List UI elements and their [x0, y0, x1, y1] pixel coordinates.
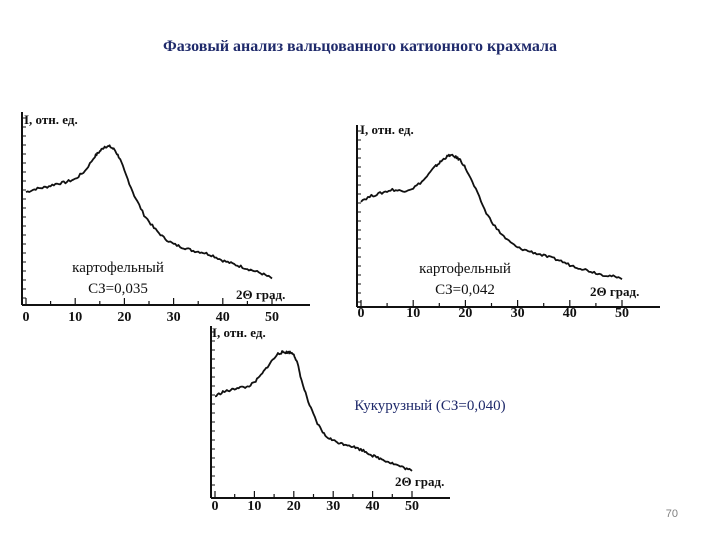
page-number: 70	[665, 508, 678, 520]
x-tick-label: 50	[615, 306, 629, 321]
x-axis-label: 2Θ град.	[236, 287, 285, 302]
diffraction-curve	[214, 350, 413, 472]
sample-annotation: СЗ=0,035	[88, 281, 148, 297]
x-tick-label: 0	[23, 310, 30, 325]
y-axis-label: I, отн. ед.	[360, 122, 414, 137]
diffraction-curve	[360, 153, 623, 280]
y-axis-label: I, отн. ед.	[24, 112, 78, 127]
x-tick-label: 10	[68, 310, 82, 325]
x-tick-label: 50	[265, 310, 279, 325]
x-tick-label: 30	[326, 499, 340, 514]
x-tick-label: 20	[287, 499, 301, 514]
x-tick-label: 40	[216, 310, 230, 325]
x-tick-label: 20	[458, 306, 472, 321]
slide-title: Фазовый анализ вальцованного катионного …	[163, 38, 557, 55]
x-tick-label: 10	[247, 499, 261, 514]
diffraction-curve	[25, 144, 273, 280]
x-axis-label: 2Θ град.	[395, 474, 444, 489]
sample-annotation: картофельный	[72, 260, 164, 276]
x-tick-label: 10	[406, 306, 420, 321]
x-tick-label: 40	[366, 499, 380, 514]
y-axis-label: I, отн. ед.	[212, 325, 266, 340]
x-tick-label: 0	[358, 306, 365, 321]
sample-annotation: картофельный	[419, 261, 511, 277]
x-tick-label: 20	[117, 310, 131, 325]
diffractogram-corn-040: 0 10 20 30 40 50 I, отн. ед. 2Θ град. Кукурузный…	[210, 325, 506, 514]
x-tick-label: 50	[405, 499, 419, 514]
sample-annotation: Кукурузный (СЗ=0,040)	[354, 398, 505, 414]
sample-annotation: СЗ=0,042	[435, 282, 495, 298]
diffractogram-potato-042: 0 10 20 30 40 50 I, отн. ед. 2Θ град. картофельн…	[356, 122, 660, 321]
x-axis-label: 2Θ град.	[590, 284, 639, 299]
x-tick-label: 30	[167, 310, 181, 325]
x-tick-label: 40	[563, 306, 577, 321]
x-tick-label: 30	[511, 306, 525, 321]
x-tick-label: 0	[212, 499, 219, 514]
diffractogram-potato-035: 0 10 20 30 40 50 I, отн. ед. 2Θ град. картофельн…	[21, 112, 310, 325]
